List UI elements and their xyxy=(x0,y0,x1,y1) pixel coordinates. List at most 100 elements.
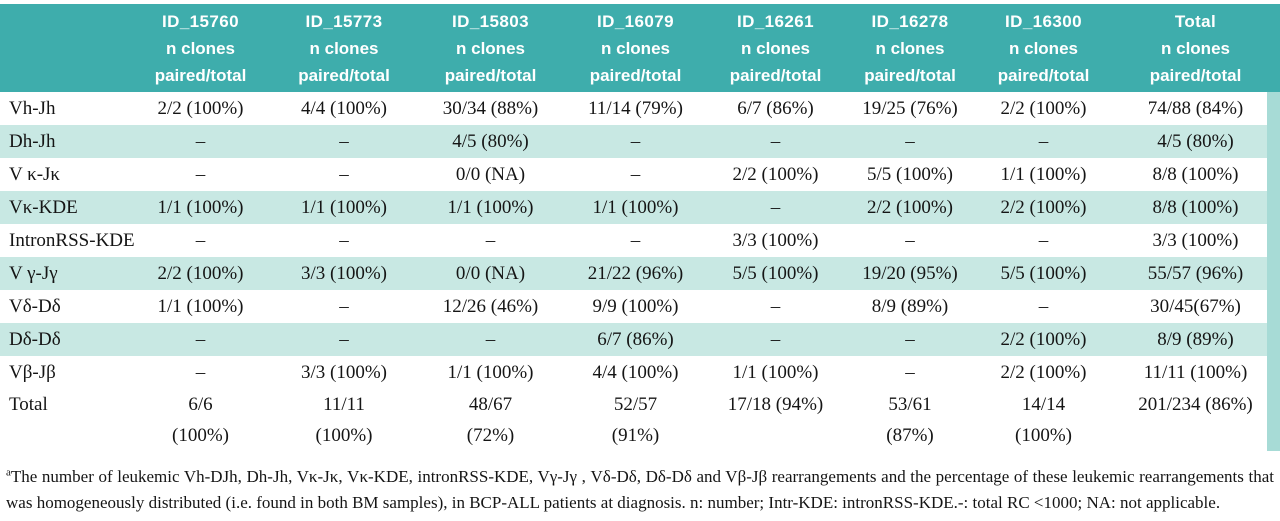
table-cell: – xyxy=(1038,229,1049,251)
table-cell: 4/4 (100%) xyxy=(300,97,387,119)
row-label: Dh-Jh xyxy=(0,125,130,158)
table-cell: 1/1 (100%) xyxy=(1000,163,1087,185)
row-label: IntronRSS-KDE xyxy=(9,229,135,251)
table-row-dd-dd: Dδ-Dδ – – – 6/7 (86%) – – 2/2 (100%) 8/9… xyxy=(0,323,1280,356)
table-cell: 4/5 (80%) xyxy=(1111,125,1280,158)
column-id: ID_15773 xyxy=(305,11,383,31)
row-label xyxy=(0,420,130,451)
table-cell: 21/22 (96%) xyxy=(564,257,707,290)
table-cell: 19/20 (95%) xyxy=(844,257,976,290)
table-cell: 8/9 (89%) xyxy=(871,295,949,317)
table-cell: 55/57 (96%) xyxy=(1111,257,1280,290)
column-sub1: n clones xyxy=(309,38,379,58)
row-label: Vδ-Dδ xyxy=(9,295,61,317)
col-header-total: Total n clones paired/total xyxy=(1111,4,1280,92)
table-cell: 14/14 xyxy=(1021,393,1066,415)
column-sub2: paired/total xyxy=(1149,65,1242,85)
table-cell: 8/8 (100%) xyxy=(1152,163,1239,185)
column-id: ID_16261 xyxy=(737,11,814,31)
table-cell: – xyxy=(630,229,641,251)
table-cell: – xyxy=(564,125,707,158)
column-id: ID_15760 xyxy=(162,11,239,31)
table-cell: 4/5 (80%) xyxy=(417,125,564,158)
column-sub2: paired/total xyxy=(444,65,537,85)
table-cell: 2/2 (100%) xyxy=(157,97,244,119)
row-label: V κ-Jκ xyxy=(9,163,60,185)
table-cell: 1/1 (100%) xyxy=(271,191,417,224)
table-cell: 30/45(67%) xyxy=(1150,295,1241,317)
table-cell: 19/25 (76%) xyxy=(862,97,958,119)
table-row-vg-jg: V γ-Jγ 2/2 (100%) 3/3 (100%) 0/0 (NA) 21… xyxy=(0,257,1280,290)
column-sub1: n clones xyxy=(741,38,810,58)
col-header-id-16300: ID_16300 n clones paired/total xyxy=(976,4,1111,92)
table-cell: 201/234 (86%) xyxy=(1138,393,1253,415)
table-cell: 1/1 (100%) xyxy=(447,361,534,383)
table-cell: 2/2 (100%) xyxy=(1000,97,1087,119)
footnote: aThe number of leukemic Vh-DJh, Dh-Jh, V… xyxy=(0,451,1280,515)
table-cell: 11/14 (79%) xyxy=(588,97,683,119)
column-sub2: paired/total xyxy=(589,65,682,85)
table-cell: 11/11 xyxy=(323,393,365,415)
column-sub2: paired/total xyxy=(864,65,956,85)
col-header-id-15760: ID_15760 n clones paired/total xyxy=(130,4,271,92)
table-cell: 2/2 (100%) xyxy=(844,191,976,224)
table-cell xyxy=(707,420,844,451)
table-cell: 8/9 (89%) xyxy=(1111,323,1280,356)
table-row-total-line1: Total 6/6 11/11 48/67 52/57 17/18 (94%) … xyxy=(0,389,1280,420)
column-sub2: paired/total xyxy=(729,65,822,85)
row-label: Vh-Jh xyxy=(9,97,56,119)
table-cell: – xyxy=(630,163,641,185)
table-row-vd-dd: Vδ-Dδ 1/1 (100%) – 12/26 (46%) 9/9 (100%… xyxy=(0,290,1280,323)
column-id: ID_16278 xyxy=(871,11,949,31)
table-cell: – xyxy=(485,229,496,251)
table-cell: – xyxy=(195,163,206,185)
column-sub2: paired/total xyxy=(298,65,390,85)
table-row-vk-jk: V κ-Jκ – – 0/0 (NA) – 2/2 (100%) 5/5 (10… xyxy=(0,158,1280,191)
table-cell: 3/3 (100%) xyxy=(271,257,417,290)
corner-cell xyxy=(0,4,130,92)
table-cell: 2/2 (100%) xyxy=(130,257,271,290)
col-header-id-16079: ID_16079 n clones paired/total xyxy=(564,4,707,92)
table-cell: 2/2 (100%) xyxy=(976,191,1111,224)
table-cell: 1/1 (100%) xyxy=(157,295,244,317)
table-cell: 6/7 (86%) xyxy=(737,97,814,119)
table-cell: 8/8 (100%) xyxy=(1111,191,1280,224)
row-label: Dδ-Dδ xyxy=(0,323,130,356)
table-cell: (100%) xyxy=(172,424,229,446)
col-header-id-15773: ID_15773 n clones paired/total xyxy=(271,4,417,92)
table-cell: – xyxy=(707,125,844,158)
column-id: ID_16079 xyxy=(597,11,674,31)
table-cell: 3/3 (100%) xyxy=(300,361,387,383)
rearrangements-table: ID_15760 n clones paired/total ID_15773 … xyxy=(0,4,1280,451)
table-cell: 2/2 (100%) xyxy=(976,323,1111,356)
table-cell: – xyxy=(844,125,976,158)
row-label: V γ-Jγ xyxy=(0,257,130,290)
table-cell: – xyxy=(339,229,349,251)
table-row-vb-jb: Vβ-Jβ – 3/3 (100%) 1/1 (100%) 4/4 (100%)… xyxy=(0,356,1280,389)
column-sub1: n clones xyxy=(1161,38,1230,58)
table-cell: (100%) xyxy=(1015,424,1072,446)
table-cell: 5/5 (100%) xyxy=(866,163,953,185)
table-cell: 2/2 (100%) xyxy=(732,163,819,185)
table-cell: – xyxy=(707,323,844,356)
table-cell: – xyxy=(130,323,271,356)
table-cell: 2/2 (100%) xyxy=(1000,361,1087,383)
table-cell: 6/6 xyxy=(188,393,213,415)
footnote-text: The number of leukemic Vh-DJh, Dh-Jh, Vκ… xyxy=(6,467,1274,512)
table-cell: – xyxy=(905,229,915,251)
table-cell: 6/7 (86%) xyxy=(564,323,707,356)
table-cell: (100%) xyxy=(315,424,373,446)
table-cell: 53/61 xyxy=(888,393,932,415)
table-cell: (91%) xyxy=(611,424,660,446)
table-cell: – xyxy=(770,295,781,317)
column-sub1: n clones xyxy=(875,38,945,58)
column-id: ID_16300 xyxy=(1005,11,1082,31)
column-sub2: paired/total xyxy=(154,65,247,85)
column-sub1: n clones xyxy=(166,38,235,58)
table-cell: 48/67 xyxy=(468,393,513,415)
table-cell: – xyxy=(844,323,976,356)
table-cell: – xyxy=(195,229,206,251)
table-cell: 5/5 (100%) xyxy=(976,257,1111,290)
table-cell: 1/1 (100%) xyxy=(564,191,707,224)
table-cell: 3/3 (100%) xyxy=(1152,229,1239,251)
